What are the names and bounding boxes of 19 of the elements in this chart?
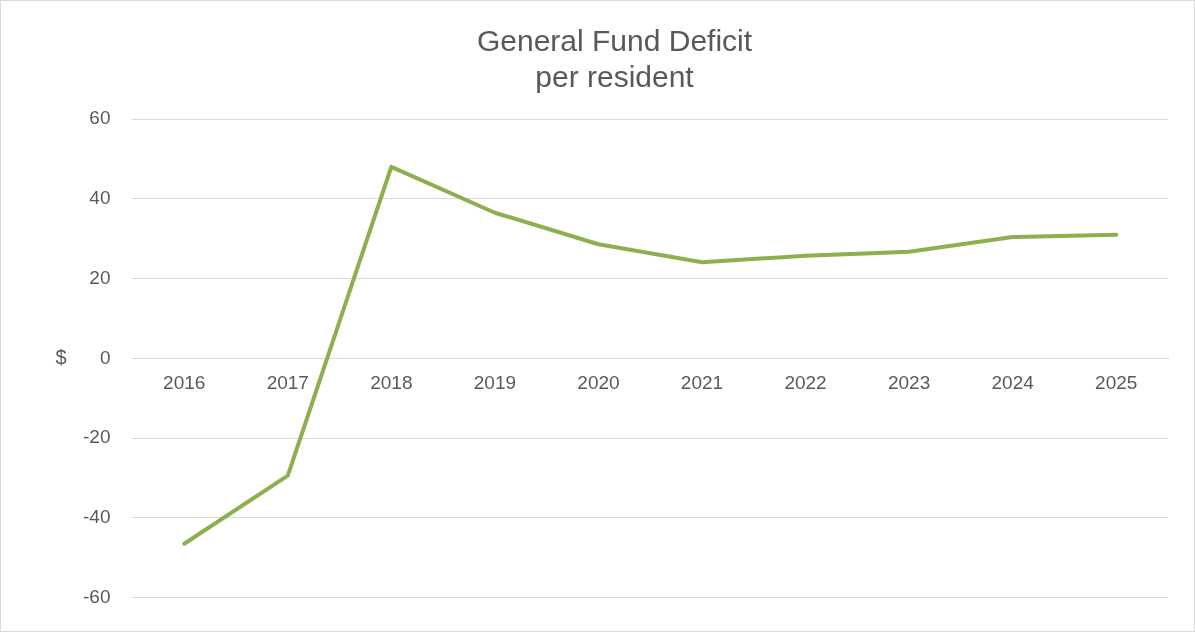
x-tick-label: 2017 <box>266 371 309 393</box>
x-tick-label: 2020 <box>577 371 620 393</box>
x-tick-label: 2016 <box>163 371 206 393</box>
y-tick-label: 20 <box>89 266 111 288</box>
y-tick-label: -40 <box>82 506 111 528</box>
x-tick-label: 2024 <box>991 371 1035 393</box>
x-tick-label: 2023 <box>887 371 931 393</box>
x-tick-label: 2021 <box>680 371 724 393</box>
x-tick-label: 2025 <box>1095 371 1138 393</box>
y-tick-label: -60 <box>82 585 111 607</box>
chart-title: General Fund Deficit per resident <box>476 24 753 94</box>
y-tick-label: 0 <box>99 346 111 368</box>
y-tick-label: 60 <box>89 107 111 129</box>
x-tick-label: 2022 <box>784 371 827 393</box>
x-tick-label: 2019 <box>473 371 517 393</box>
y-axis-title: $ <box>55 345 67 368</box>
x-tick-label: 2018 <box>370 371 413 393</box>
y-tick-label: 40 <box>89 187 111 208</box>
y-tick-label: -20 <box>82 426 111 448</box>
